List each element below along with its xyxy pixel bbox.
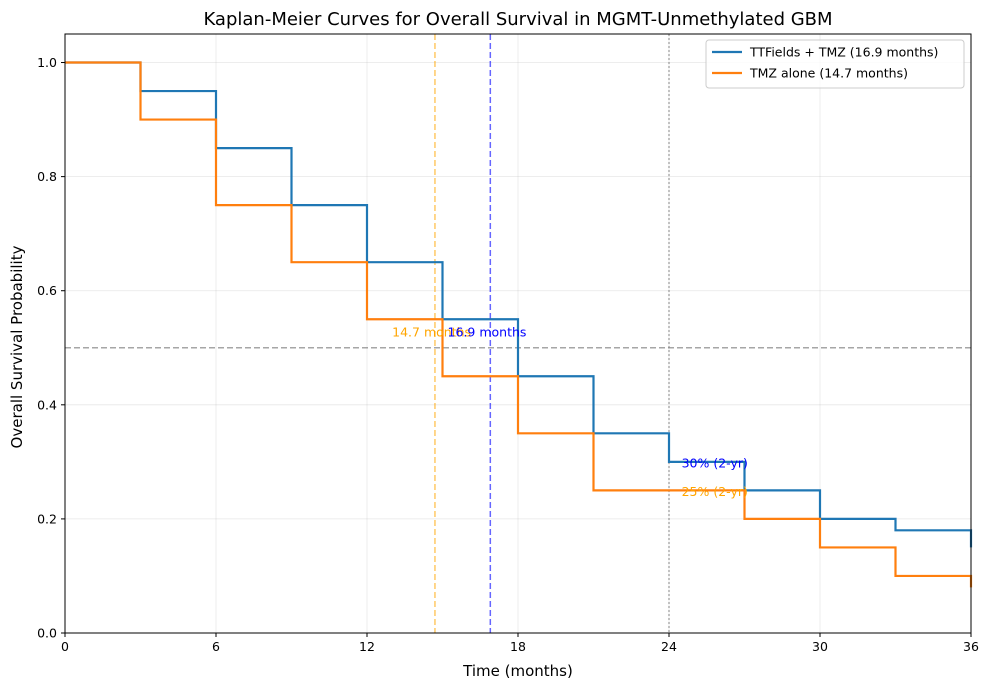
y-tick-label: 0.0	[37, 626, 57, 641]
y-tick-label: 1.0	[37, 55, 57, 70]
x-tick-label: 30	[812, 639, 828, 654]
series-line-2	[65, 61, 973, 588]
x-tick-label: 0	[61, 639, 69, 654]
x-axis-label: Time (months)	[462, 662, 573, 680]
annotation-label: 16.9 months	[448, 324, 527, 339]
x-tick-label: 6	[212, 639, 220, 654]
legend[interactable]: TTFields + TMZ (16.9 months) TMZ alone (1…	[705, 39, 965, 89]
legend-box	[705, 39, 965, 89]
x-tick-label: 24	[661, 639, 677, 654]
y-tick-label: 0.6	[37, 283, 57, 298]
annotation-label: 25% (2-yr)	[682, 484, 748, 499]
chart-title: Kaplan-Meier Curves for Overall Survival…	[203, 9, 832, 30]
y-axis-label: Overall Survival Probability	[8, 245, 26, 448]
x-tick-label: 12	[359, 639, 375, 654]
ticks: 0 6 12 18 24 30 36 0.0 0.2 0.4 0.6 0.8 1.0	[37, 55, 979, 654]
series-layer	[65, 61, 973, 588]
y-tick-label: 0.2	[37, 511, 57, 526]
y-tick-label: 0.8	[37, 169, 57, 184]
annotation-label: 30% (2-yr)	[682, 456, 748, 471]
annotation-label: 14.7 months	[392, 324, 471, 339]
legend-label: TMZ alone (14.7 months)	[749, 66, 908, 81]
x-tick-label: 18	[510, 639, 526, 654]
x-tick-label: 36	[963, 639, 979, 654]
legend-label: TTFields + TMZ (16.9 months)	[749, 45, 938, 60]
y-tick-label: 0.4	[37, 397, 57, 412]
